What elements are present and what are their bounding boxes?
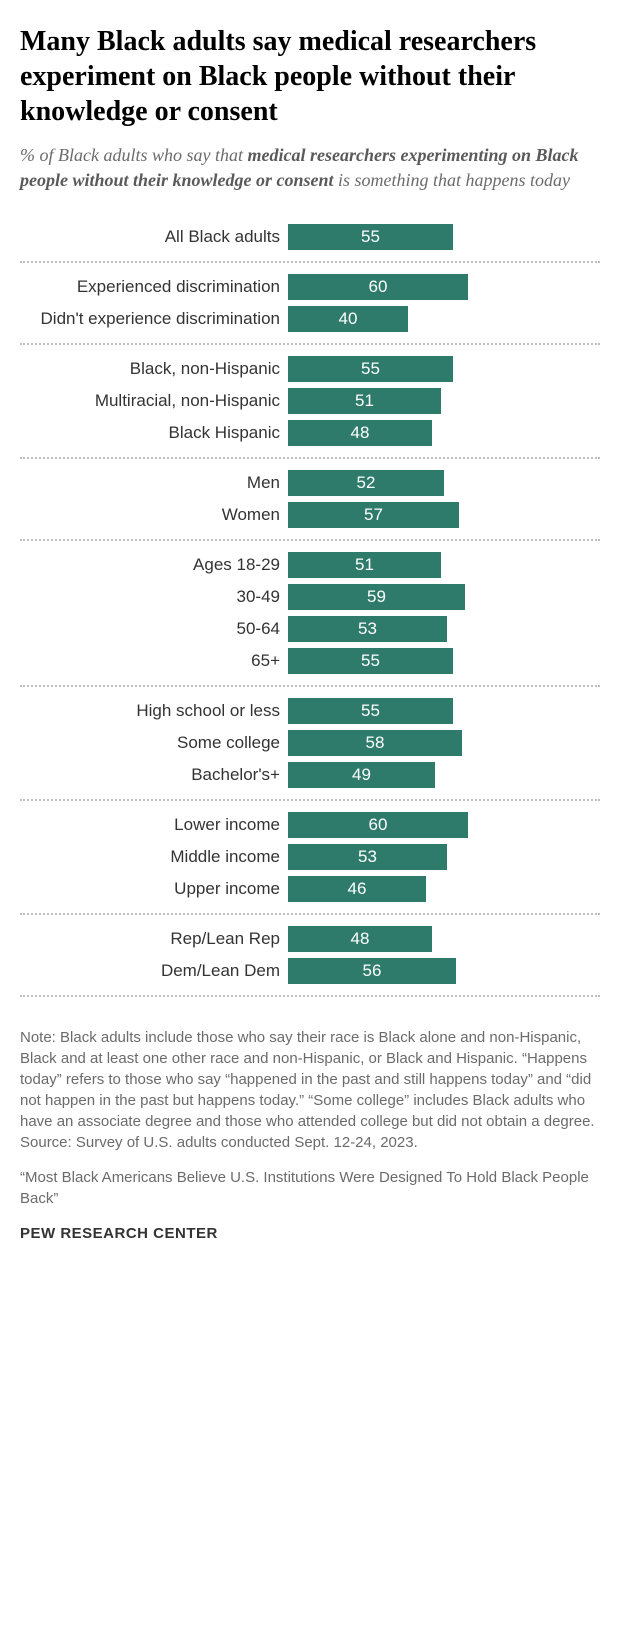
bar: 48 [288, 926, 432, 952]
chart-row: 65+55 [20, 645, 600, 677]
row-label: 50-64 [20, 619, 288, 639]
row-label: All Black adults [20, 227, 288, 247]
row-label: Black, non-Hispanic [20, 359, 288, 379]
bar-container: 49 [288, 762, 600, 788]
group-divider [20, 457, 600, 459]
bar-container: 48 [288, 926, 600, 952]
row-label: Middle income [20, 847, 288, 867]
row-label: Didn't experience discrimination [20, 309, 288, 329]
chart-row: Women57 [20, 499, 600, 531]
row-label: Some college [20, 733, 288, 753]
bar: 52 [288, 470, 444, 496]
bar-container: 53 [288, 616, 600, 642]
bar: 58 [288, 730, 462, 756]
chart-subtitle: % of Black adults who say that medical r… [20, 143, 600, 193]
row-label: 65+ [20, 651, 288, 671]
chart-row: Men52 [20, 467, 600, 499]
bar-container: 60 [288, 274, 600, 300]
bar-container: 60 [288, 812, 600, 838]
row-label: Multiracial, non-Hispanic [20, 391, 288, 411]
bar: 49 [288, 762, 435, 788]
chart-row: Middle income53 [20, 841, 600, 873]
chart-row: Ages 18-2951 [20, 549, 600, 581]
bar-container: 53 [288, 844, 600, 870]
row-label: Experienced discrimination [20, 277, 288, 297]
chart-row: High school or less55 [20, 695, 600, 727]
bar-container: 46 [288, 876, 600, 902]
source-attribution: PEW RESEARCH CENTER [20, 1225, 600, 1242]
chart-row: Didn't experience discrimination40 [20, 303, 600, 335]
bar: 55 [288, 224, 453, 250]
bar-container: 55 [288, 648, 600, 674]
bar: 60 [288, 812, 468, 838]
bar-container: 55 [288, 356, 600, 382]
chart-row: Multiracial, non-Hispanic51 [20, 385, 600, 417]
bar-container: 55 [288, 698, 600, 724]
bar-container: 52 [288, 470, 600, 496]
row-label: Rep/Lean Rep [20, 929, 288, 949]
chart-row: Some college58 [20, 727, 600, 759]
chart-row: Dem/Lean Dem56 [20, 955, 600, 987]
bar-container: 57 [288, 502, 600, 528]
subtitle-prefix: % of Black adults who say that [20, 145, 247, 165]
group-divider [20, 343, 600, 345]
bar-container: 51 [288, 388, 600, 414]
bar: 55 [288, 698, 453, 724]
chart-title: Many Black adults say medical researcher… [20, 24, 600, 129]
chart-row: Experienced discrimination60 [20, 271, 600, 303]
bar-container: 40 [288, 306, 600, 332]
chart-area: All Black adults55Experienced discrimina… [20, 221, 600, 997]
chart-row: Upper income46 [20, 873, 600, 905]
row-label: Lower income [20, 815, 288, 835]
group-divider [20, 685, 600, 687]
row-label: Dem/Lean Dem [20, 961, 288, 981]
bar: 57 [288, 502, 459, 528]
bar: 48 [288, 420, 432, 446]
row-label: Upper income [20, 879, 288, 899]
row-label: High school or less [20, 701, 288, 721]
bar: 53 [288, 844, 447, 870]
bar: 55 [288, 648, 453, 674]
row-label: Men [20, 473, 288, 493]
row-label: Black Hispanic [20, 423, 288, 443]
chart-note: Note: Black adults include those who say… [20, 1027, 600, 1153]
chart-row: 50-6453 [20, 613, 600, 645]
chart-row: Black Hispanic48 [20, 417, 600, 449]
bar: 59 [288, 584, 465, 610]
chart-row: Black, non-Hispanic55 [20, 353, 600, 385]
group-divider [20, 799, 600, 801]
bar-container: 48 [288, 420, 600, 446]
bar-container: 55 [288, 224, 600, 250]
group-divider [20, 995, 600, 997]
group-divider [20, 539, 600, 541]
chart-row: Rep/Lean Rep48 [20, 923, 600, 955]
bar: 40 [288, 306, 408, 332]
bar-container: 59 [288, 584, 600, 610]
group-divider [20, 261, 600, 263]
group-divider [20, 913, 600, 915]
chart-row: Lower income60 [20, 809, 600, 841]
chart-row: All Black adults55 [20, 221, 600, 253]
bar: 60 [288, 274, 468, 300]
bar: 51 [288, 388, 441, 414]
bar: 55 [288, 356, 453, 382]
report-title: “Most Black Americans Believe U.S. Insti… [20, 1167, 600, 1209]
chart-row: Bachelor's+49 [20, 759, 600, 791]
bar: 53 [288, 616, 447, 642]
bar: 56 [288, 958, 456, 984]
subtitle-suffix: is something that happens today [334, 170, 571, 190]
bar-container: 58 [288, 730, 600, 756]
chart-row: 30-4959 [20, 581, 600, 613]
row-label: 30-49 [20, 587, 288, 607]
bar-container: 51 [288, 552, 600, 578]
bar: 51 [288, 552, 441, 578]
row-label: Bachelor's+ [20, 765, 288, 785]
row-label: Ages 18-29 [20, 555, 288, 575]
bar: 46 [288, 876, 426, 902]
bar-container: 56 [288, 958, 600, 984]
row-label: Women [20, 505, 288, 525]
